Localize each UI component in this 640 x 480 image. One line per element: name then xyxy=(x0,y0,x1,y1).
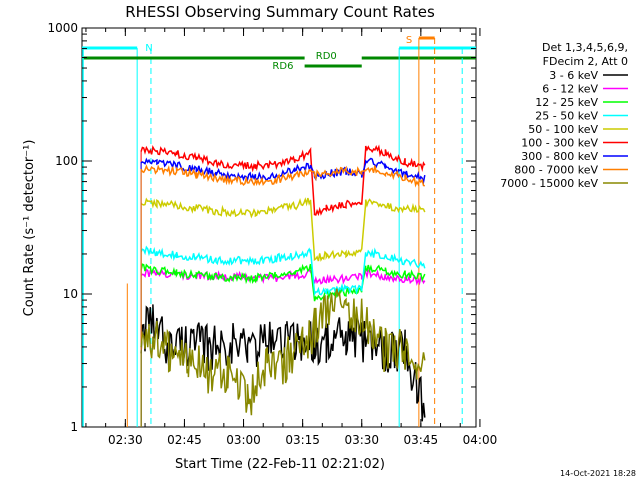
x-tick-label: 02:30 xyxy=(108,433,143,447)
y-tick-label: 100 xyxy=(55,154,78,168)
y-ticks: 1 10 100 1000 xyxy=(47,21,476,434)
series-4 xyxy=(140,197,426,427)
x-tick-label: 03:15 xyxy=(285,433,320,447)
series-8 xyxy=(140,288,426,427)
series-line xyxy=(140,157,426,185)
legend-label-8: 7000 - 15000 keV xyxy=(500,177,598,190)
y-tick-label: 1 xyxy=(70,420,78,434)
legend-label-0: 3 - 6 keV xyxy=(549,69,598,82)
legend-label-1: 6 - 12 keV xyxy=(542,83,598,96)
plot-area xyxy=(81,27,477,428)
annotation-label-0: N xyxy=(145,43,152,54)
legend-label-3: 25 - 50 keV xyxy=(535,110,598,123)
legend-label-6: 300 - 800 keV xyxy=(521,150,598,163)
y-axis-label: Count Rate (s⁻¹ detector⁻¹) xyxy=(22,140,37,317)
legend-header-line-2: FDecim 2, Att 0 xyxy=(543,55,628,68)
annotation-label-3: S xyxy=(406,35,412,46)
x-tick-label: 03:00 xyxy=(226,433,261,447)
y-tick-label: 1000 xyxy=(47,21,78,35)
series-5 xyxy=(140,144,426,427)
legend-label-2: 12 - 25 keV xyxy=(535,96,598,109)
legend-label-5: 100 - 300 keV xyxy=(521,137,598,150)
series-line xyxy=(140,144,426,217)
annotation-label-1: RD0 xyxy=(316,51,337,62)
series-line xyxy=(140,164,425,188)
x-axis-label: Start Time (22-Feb-11 02:21:02) xyxy=(175,457,385,472)
series-6 xyxy=(140,157,426,427)
legend: Det 1,3,4,5,6,9, FDecim 2, Att 0 3 - 6 k… xyxy=(500,41,628,190)
x-tick-label: 02:45 xyxy=(167,433,202,447)
x-ticks: 02:30 02:45 03:00 03:15 03:30 03:45 04:00 xyxy=(85,28,498,447)
x-tick-label: 04:00 xyxy=(463,433,498,447)
legend-header-line-1: Det 1,3,4,5,6,9, xyxy=(542,41,628,54)
series-layer xyxy=(140,144,426,427)
x-tick-label: 03:45 xyxy=(404,433,439,447)
series-line xyxy=(140,268,426,286)
legend-label-4: 50 - 100 keV xyxy=(528,123,598,136)
series-line xyxy=(140,197,426,262)
footer-timestamp: 14-Oct-2021 18:28 xyxy=(560,469,636,478)
x-tick-label: 03:30 xyxy=(344,433,379,447)
series-line xyxy=(140,263,426,302)
chart-title: RHESSI Observing Summary Count Rates xyxy=(125,3,435,21)
legend-label-7: 800 - 7000 keV xyxy=(514,164,598,177)
annotation-label-2: RD6 xyxy=(272,61,293,72)
series-line xyxy=(140,245,426,297)
series-line xyxy=(140,288,426,416)
y-tick-label: 10 xyxy=(63,287,78,301)
